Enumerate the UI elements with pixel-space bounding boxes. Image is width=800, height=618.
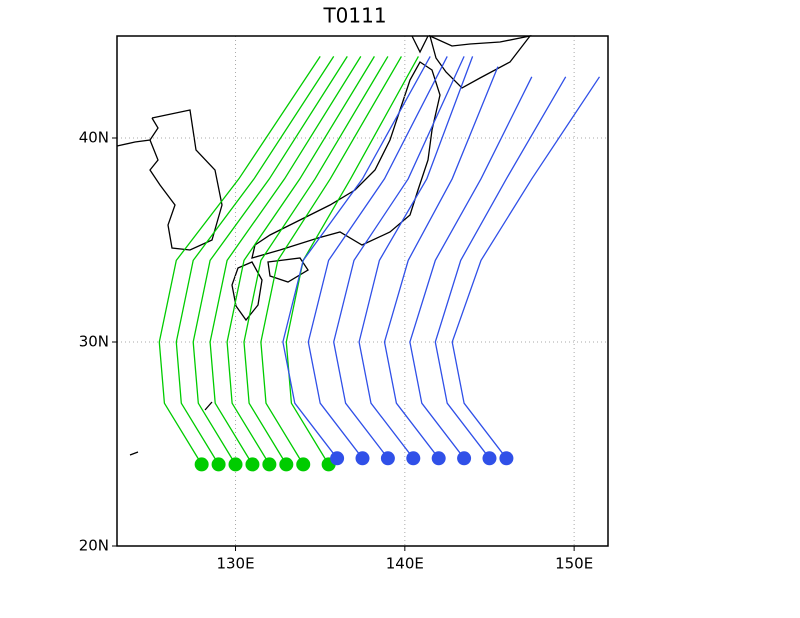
track [260,56,402,465]
track-start [499,451,514,466]
track [158,56,321,465]
track-start [380,451,395,466]
track-start [211,457,226,472]
y-tick-label: 30N [79,333,109,351]
coastline-hokkaido [429,34,532,89]
coastline-kyushu [231,261,263,322]
coastline [116,34,532,456]
track [383,66,499,459]
track-start [279,457,294,472]
track [434,76,567,459]
track-start [194,457,209,472]
track [226,56,375,465]
track-start [431,451,446,466]
track [285,56,419,465]
track-start [457,451,472,466]
track-start [262,457,277,472]
coastline-sakhalin [411,35,429,54]
tracks [158,56,601,472]
track [209,56,362,465]
track-start [245,457,260,472]
track-start [228,457,243,472]
coastline-okinawa [129,401,213,456]
track [333,56,465,459]
track [243,56,389,465]
track-start [406,451,421,466]
track [282,56,431,459]
track-start [482,451,497,466]
coastline-honshu [251,61,441,259]
x-tick-label: 150E [555,555,593,573]
chart-title: T0111 [322,4,386,28]
track [192,56,348,465]
x-tick-label: 140E [386,555,424,573]
track [307,56,448,459]
coastline-korea [149,109,223,251]
track-start [355,451,370,466]
track-start [330,451,345,466]
track [175,56,335,465]
plot-frame [116,35,609,547]
coastline-shikoku [267,257,309,283]
y-tick-label: 20N [79,537,109,555]
track [409,76,533,459]
x-tick-label: 130E [216,555,254,573]
track-start [296,457,311,472]
y-tick-label: 40N [79,129,109,147]
track [358,56,474,459]
track [451,76,601,459]
